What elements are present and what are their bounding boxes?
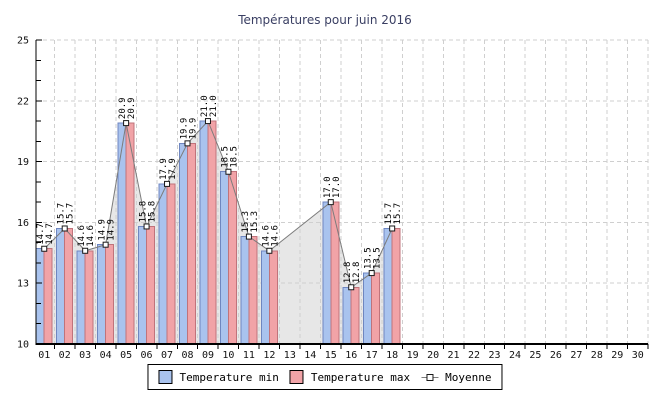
svg-text:25: 25 [529, 350, 541, 361]
legend-item-moyenne: Moyenne [421, 370, 492, 384]
svg-text:14.9: 14.9 [107, 219, 117, 241]
svg-text:30: 30 [632, 350, 644, 361]
legend-moyenne-marker [426, 373, 434, 381]
svg-text:15.7: 15.7 [393, 203, 403, 225]
svg-text:19: 19 [407, 350, 419, 361]
svg-text:14.6: 14.6 [86, 225, 96, 247]
svg-text:18.5: 18.5 [220, 146, 230, 168]
legend-label-temperature-min: Temperature min [179, 370, 279, 384]
svg-text:28: 28 [591, 350, 603, 361]
svg-text:15: 15 [325, 350, 337, 361]
svg-text:16: 16 [345, 350, 357, 361]
svg-text:19: 19 [17, 157, 29, 168]
svg-text:17.9: 17.9 [168, 158, 178, 180]
svg-text:14.9: 14.9 [98, 219, 108, 241]
svg-text:09: 09 [202, 350, 214, 361]
svg-text:23: 23 [488, 350, 500, 361]
svg-text:11: 11 [243, 350, 255, 361]
svg-text:12.8: 12.8 [343, 262, 353, 284]
svg-text:20: 20 [427, 350, 439, 361]
legend-label-temperature-max: Temperature max [310, 370, 411, 384]
legend-swatch-min-icon [158, 370, 173, 384]
svg-text:04: 04 [100, 350, 112, 361]
svg-text:17.9: 17.9 [159, 158, 169, 180]
svg-text:21.0: 21.0 [209, 95, 219, 117]
svg-text:02: 02 [59, 350, 71, 361]
chart-title: Températures pour juin 2016 [238, 13, 412, 27]
legend-swatch-max-icon [289, 370, 304, 384]
legend-item-temperature-max: Temperature max [289, 370, 411, 384]
svg-text:21.0: 21.0 [200, 95, 210, 117]
svg-text:16: 16 [17, 218, 29, 229]
svg-text:26: 26 [550, 350, 562, 361]
svg-text:05: 05 [120, 350, 132, 361]
chart-legend: Temperature min Temperature max Moyenne [147, 364, 503, 390]
svg-text:12.8: 12.8 [352, 262, 362, 284]
svg-text:24: 24 [509, 350, 521, 361]
legend-label-moyenne: Moyenne [445, 370, 492, 384]
svg-text:13: 13 [284, 350, 296, 361]
svg-text:14.7: 14.7 [45, 223, 55, 245]
svg-text:20.9: 20.9 [118, 97, 128, 119]
legend-line-marker-icon [421, 373, 439, 382]
svg-text:10: 10 [222, 350, 234, 361]
svg-text:20.9: 20.9 [127, 97, 137, 119]
svg-text:14.6: 14.6 [77, 225, 87, 247]
svg-text:13.5: 13.5 [364, 247, 374, 269]
svg-text:15.8: 15.8 [148, 201, 158, 223]
svg-text:19.9: 19.9 [189, 118, 199, 140]
svg-text:06: 06 [141, 350, 153, 361]
svg-text:03: 03 [79, 350, 91, 361]
svg-text:10: 10 [17, 340, 29, 351]
svg-text:14: 14 [304, 350, 316, 361]
svg-text:27: 27 [570, 350, 582, 361]
svg-text:15.7: 15.7 [66, 203, 76, 225]
svg-text:15.3: 15.3 [241, 211, 251, 233]
svg-text:14.7: 14.7 [36, 223, 46, 245]
svg-text:25: 25 [17, 36, 29, 47]
svg-text:14.6: 14.6 [270, 225, 280, 247]
svg-text:13.5: 13.5 [373, 247, 383, 269]
svg-text:17: 17 [366, 350, 378, 361]
svg-text:22: 22 [17, 96, 29, 107]
svg-text:01: 01 [38, 350, 50, 361]
svg-text:15.8: 15.8 [139, 201, 149, 223]
legend-item-temperature-min: Temperature min [158, 370, 279, 384]
svg-text:13: 13 [17, 279, 29, 290]
svg-text:17.0: 17.0 [323, 176, 333, 198]
svg-text:17.0: 17.0 [332, 176, 342, 198]
svg-text:07: 07 [161, 350, 173, 361]
svg-text:08: 08 [181, 350, 193, 361]
svg-text:21: 21 [448, 350, 460, 361]
svg-text:18.5: 18.5 [229, 146, 239, 168]
svg-text:18: 18 [386, 350, 398, 361]
svg-text:15.7: 15.7 [384, 203, 394, 225]
svg-text:19.9: 19.9 [180, 118, 190, 140]
svg-text:12: 12 [263, 350, 275, 361]
svg-text:15.3: 15.3 [250, 211, 260, 233]
svg-text:15.7: 15.7 [57, 203, 67, 225]
svg-text:29: 29 [611, 350, 623, 361]
svg-text:14.6: 14.6 [261, 225, 271, 247]
svg-text:22: 22 [468, 350, 480, 361]
